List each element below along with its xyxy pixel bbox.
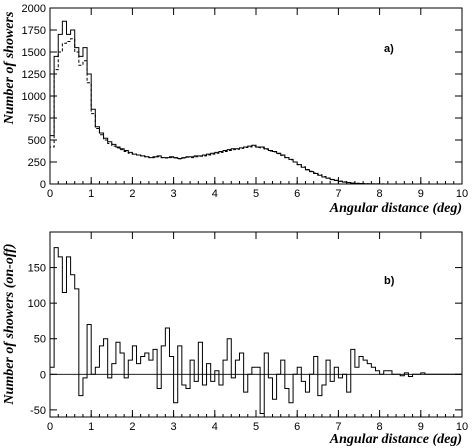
x-tick-label-a-1: 1 — [88, 188, 94, 200]
x-tick-label-a-6: 6 — [294, 188, 300, 200]
x-tick-label-b-1: 1 — [88, 421, 94, 433]
y-tick-label-b-2: 50 — [34, 334, 46, 346]
y-tick-label-a-8: 2000 — [22, 3, 46, 15]
histograms-b — [49, 247, 462, 414]
x-tick-label-a-9: 9 — [418, 188, 424, 200]
plot-frame-b — [49, 231, 463, 418]
y-axis-label-b: Number of showers (on-off) — [2, 243, 17, 405]
x-tick-label-b-7: 7 — [335, 421, 341, 433]
y-tick-label-a-1: 250 — [28, 157, 46, 169]
x-tick-label-a-3: 3 — [171, 188, 177, 200]
x-tick-label-b-5: 5 — [253, 421, 259, 433]
x-tick-label-b-6: 6 — [294, 421, 300, 433]
histogram-series-b-0 — [49, 247, 462, 414]
y-tick-label-a-5: 1250 — [22, 69, 46, 81]
y-tick-label-a-4: 1000 — [22, 91, 46, 103]
panel-a: 0 1 2 3 4 5 6 7 8 9 10 0 250 500 750 1000 1250 1500 1750 2… — [2, 3, 468, 216]
y-tick-label-b-0: -50 — [30, 405, 46, 417]
x-tick-label-b-8: 8 — [377, 421, 383, 433]
histograms-a — [49, 20, 462, 185]
x-ticks-b: 0 1 2 3 4 5 6 7 8 9 10 — [47, 232, 468, 433]
y-tick-label-a-3: 750 — [28, 113, 46, 125]
x-tick-label-a-4: 4 — [212, 188, 218, 200]
x-tick-label-b-0: 0 — [47, 421, 53, 433]
y-tick-label-a-7: 1750 — [22, 25, 46, 37]
x-axis-label-b: Angular distance (deg) — [329, 432, 462, 447]
y-tick-label-a-0: 0 — [40, 179, 46, 191]
x-tick-label-b-2: 2 — [129, 421, 135, 433]
x-tick-label-b-4: 4 — [212, 421, 218, 433]
y-tick-label-a-6: 1500 — [22, 47, 46, 59]
x-tick-label-b-9: 9 — [418, 421, 424, 433]
y-ticks-b: -50 0 50 100 150 — [28, 263, 462, 417]
x-tick-label-a-2: 2 — [129, 188, 135, 200]
x-tick-label-a-7: 7 — [335, 188, 341, 200]
y-tick-label-a-2: 500 — [28, 135, 46, 147]
panel-label-a: a) — [384, 43, 394, 55]
y-tick-label-b-1: 0 — [40, 369, 46, 381]
histogram-series-a-1 — [49, 38, 462, 185]
x-tick-label-a-10: 10 — [456, 188, 468, 200]
x-tick-label-b-3: 3 — [171, 421, 177, 433]
x-axis-label-a: Angular distance (deg) — [329, 201, 462, 216]
x-tick-label-a-0: 0 — [47, 188, 53, 200]
plot-frame-a — [49, 7, 463, 185]
x-tick-label-a-5: 5 — [253, 188, 259, 200]
x-ticks-a: 0 1 2 3 4 5 6 7 8 9 10 — [47, 8, 468, 200]
y-tick-label-b-3: 100 — [28, 298, 46, 310]
y-tick-label-b-4: 150 — [28, 263, 46, 275]
y-ticks-a: 0 250 500 750 1000 1250 1500 1750 2000 — [22, 3, 462, 191]
x-tick-label-b-10: 10 — [456, 421, 468, 433]
x-tick-label-a-8: 8 — [377, 188, 383, 200]
y-axis-label-a: Number of showers — [2, 11, 17, 125]
histogram-series-a-0 — [49, 20, 462, 185]
panel-label-b: b) — [384, 275, 395, 287]
